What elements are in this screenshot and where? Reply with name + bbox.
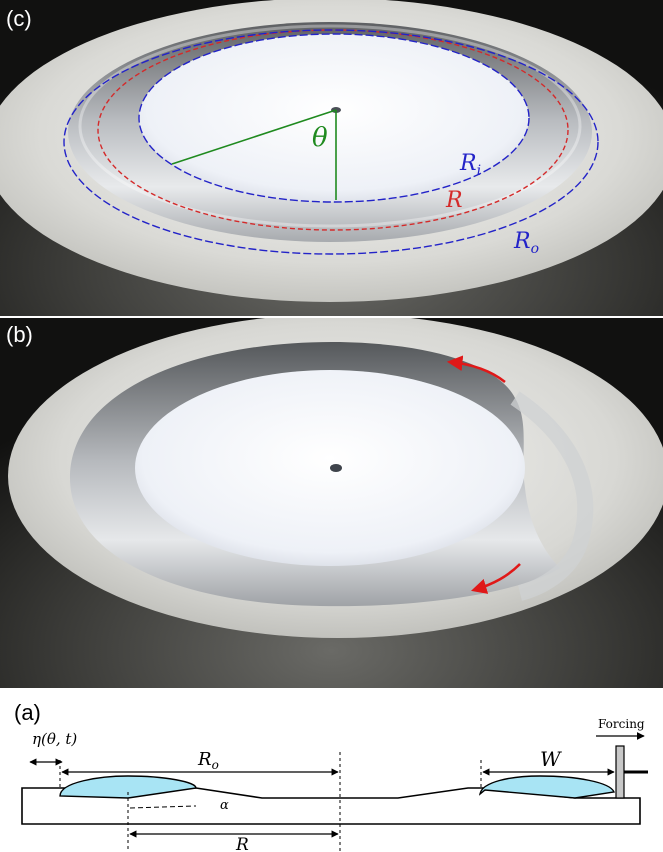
- panel-a-label: (a): [14, 700, 41, 725]
- r-label: R: [445, 188, 463, 213]
- alpha-reference-line: [129, 805, 197, 809]
- r-label: R: [235, 835, 249, 852]
- panel-b-illustration: (b): [0, 318, 663, 688]
- flow-arrow-top: [446, 355, 506, 384]
- panel-c-photo: (c) θ Ri R Ro: [0, 0, 663, 316]
- r-o-label: Ro: [513, 229, 539, 257]
- r-o-label: Ro: [197, 749, 219, 772]
- eta-label: η(θ, t): [32, 730, 77, 748]
- forcing-label: Forcing: [598, 717, 645, 731]
- ring-highlight: [78, 24, 582, 228]
- wave-front: [510, 391, 594, 601]
- panel-b-label: (b): [6, 322, 33, 347]
- panel-b-photo: (b): [0, 318, 663, 688]
- panel-c-label: (c): [6, 6, 32, 31]
- theta-radius-line: [171, 109, 337, 165]
- alpha-label: α: [220, 798, 229, 813]
- theta-label: θ: [312, 123, 328, 153]
- w-label: W: [540, 747, 562, 771]
- center-hole: [330, 464, 342, 472]
- schematic: (a) Forcing η(θ, t) Ro α R W: [14, 700, 648, 852]
- r-i-circle: [138, 33, 530, 203]
- panel-c-illustration: (c) θ Ri R Ro: [0, 0, 663, 316]
- fluid-drop-left: [59, 775, 197, 799]
- forcing-paddle: [615, 745, 625, 799]
- panel-a-schematic: (a) Forcing η(θ, t) Ro α R W: [0, 690, 663, 852]
- r-o-circle: [63, 29, 599, 255]
- center-surface: [139, 34, 529, 202]
- fluid-drop-right: [479, 775, 615, 799]
- r-circle: [97, 29, 569, 231]
- r-i-label: Ri: [459, 151, 481, 179]
- flow-arrow-bottom: [471, 563, 521, 594]
